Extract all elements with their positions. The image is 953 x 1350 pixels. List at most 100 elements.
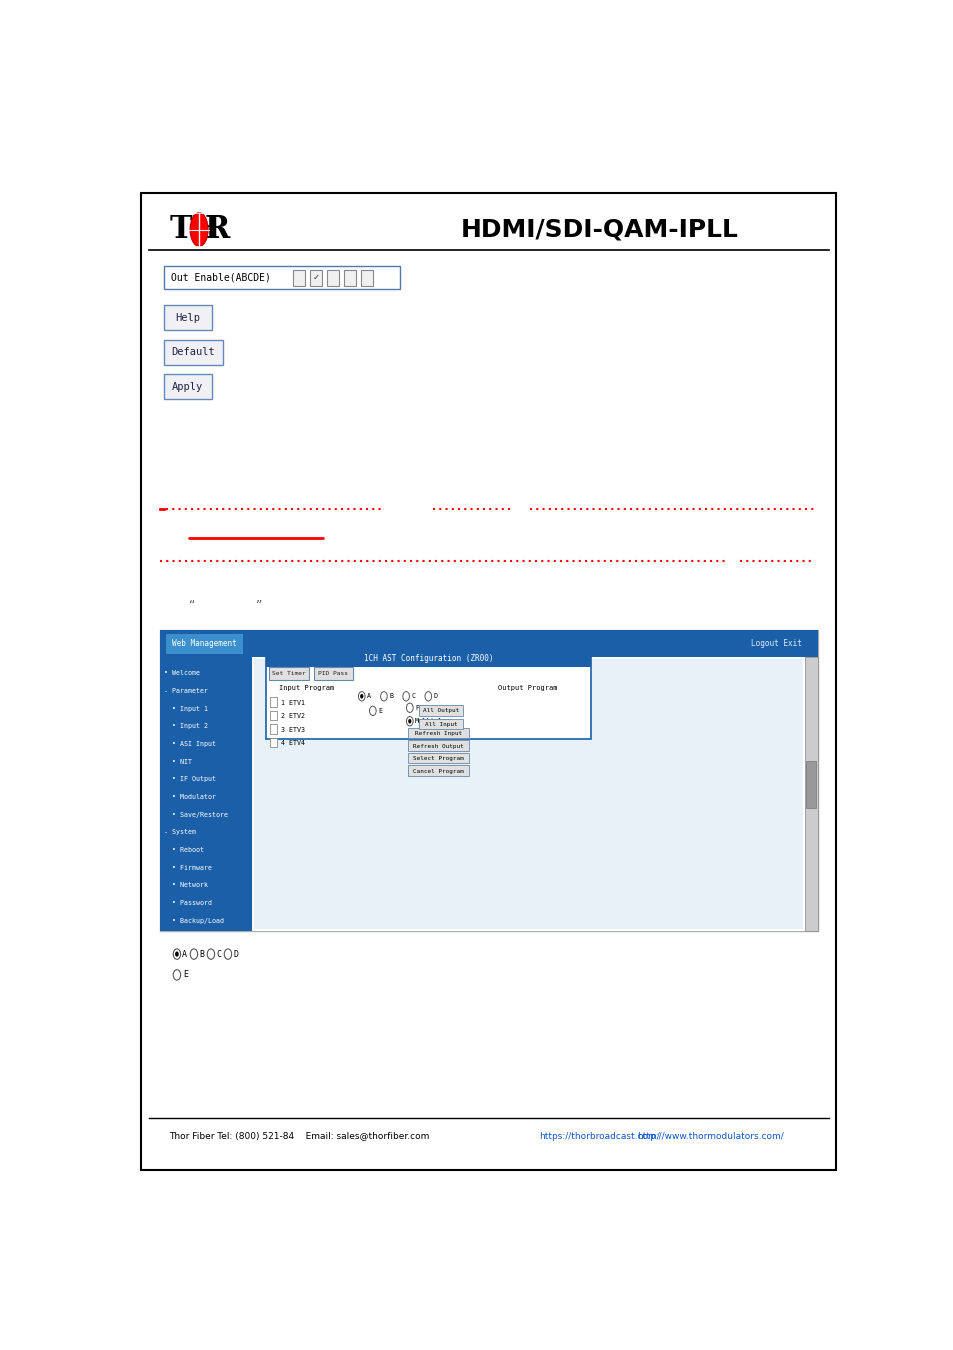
Text: C: C [216, 949, 221, 958]
FancyBboxPatch shape [360, 270, 373, 286]
Text: Set Timer: Set Timer [272, 671, 306, 676]
Text: HDMI/SDI-QAM-IPLL: HDMI/SDI-QAM-IPLL [460, 217, 738, 242]
Text: 4 ETV4: 4 ETV4 [281, 740, 305, 747]
Circle shape [406, 717, 413, 726]
Circle shape [207, 949, 214, 960]
FancyBboxPatch shape [408, 741, 469, 751]
Text: Output Program: Output Program [497, 684, 558, 691]
FancyBboxPatch shape [269, 667, 308, 679]
FancyBboxPatch shape [160, 629, 817, 657]
Text: • NIT: • NIT [172, 759, 192, 765]
Text: Apply: Apply [172, 382, 203, 391]
Text: • ASI Input: • ASI Input [172, 741, 215, 747]
Text: https://thorbroadcast.com/: https://thorbroadcast.com/ [538, 1131, 659, 1141]
FancyBboxPatch shape [252, 657, 803, 931]
Text: • Reboot: • Reboot [172, 848, 204, 853]
Text: • Input 1: • Input 1 [172, 706, 208, 711]
Text: • Network: • Network [172, 883, 208, 888]
Circle shape [175, 952, 178, 957]
Text: • Input 2: • Input 2 [172, 724, 208, 729]
Circle shape [190, 949, 197, 960]
FancyBboxPatch shape [314, 667, 353, 679]
FancyBboxPatch shape [408, 728, 469, 738]
Text: • Welcome: • Welcome [164, 671, 200, 676]
Text: • Password: • Password [172, 900, 212, 906]
FancyBboxPatch shape [270, 725, 277, 734]
FancyBboxPatch shape [253, 659, 802, 929]
Text: 1 ETV1: 1 ETV1 [281, 699, 305, 706]
FancyBboxPatch shape [265, 651, 590, 667]
Text: 2 ETV2: 2 ETV2 [281, 713, 305, 720]
Text: C: C [411, 694, 415, 699]
Circle shape [173, 949, 180, 960]
Text: Logout Exit: Logout Exit [750, 639, 801, 648]
Text: R: R [204, 215, 230, 246]
FancyBboxPatch shape [166, 634, 243, 653]
Text: Web Management: Web Management [172, 639, 236, 648]
Text: D: D [433, 694, 437, 699]
Text: E: E [183, 971, 188, 979]
Text: Multiplex: Multiplex [415, 718, 451, 724]
Text: Cancel Program: Cancel Program [413, 768, 463, 774]
Circle shape [406, 703, 413, 713]
FancyBboxPatch shape [310, 270, 321, 286]
Circle shape [380, 691, 387, 701]
Text: Passthrough: Passthrough [415, 705, 458, 710]
Circle shape [402, 691, 409, 701]
Text: Thor Fiber Tel: (800) 521-84    Email: sales@thorfiber.com: Thor Fiber Tel: (800) 521-84 Email: sale… [170, 1131, 441, 1141]
Text: • Backup/Load: • Backup/Load [172, 918, 224, 923]
FancyBboxPatch shape [408, 753, 469, 763]
Text: Out Enable(ABCDE): Out Enable(ABCDE) [171, 273, 271, 282]
Circle shape [408, 720, 411, 724]
FancyBboxPatch shape [160, 629, 817, 932]
Text: E: E [377, 707, 381, 714]
FancyBboxPatch shape [141, 193, 836, 1170]
Circle shape [359, 694, 363, 698]
FancyBboxPatch shape [270, 698, 277, 706]
Text: TH: TH [170, 215, 221, 246]
Text: All Output: All Output [422, 709, 458, 713]
FancyBboxPatch shape [164, 305, 212, 331]
Circle shape [358, 691, 365, 701]
Text: 3 ETV3: 3 ETV3 [281, 726, 305, 733]
FancyBboxPatch shape [160, 657, 252, 931]
Text: Select Program: Select Program [413, 756, 463, 761]
Text: • Firmware: • Firmware [172, 865, 212, 871]
Text: 1CH AST Configuration (ZR00): 1CH AST Configuration (ZR00) [363, 655, 493, 663]
Text: A: A [367, 694, 371, 699]
Circle shape [173, 969, 180, 980]
Text: A: A [182, 949, 187, 958]
FancyBboxPatch shape [270, 738, 277, 748]
Circle shape [424, 691, 431, 701]
Text: Refresh Input: Refresh Input [415, 732, 461, 736]
FancyBboxPatch shape [293, 270, 305, 286]
Text: Input Program: Input Program [278, 684, 334, 691]
Text: Refresh Output: Refresh Output [413, 744, 463, 749]
FancyBboxPatch shape [270, 711, 277, 720]
Text: ”: ” [255, 599, 262, 613]
Ellipse shape [190, 213, 208, 246]
FancyBboxPatch shape [344, 270, 355, 286]
Text: ✓: ✓ [312, 273, 319, 282]
Text: Help: Help [175, 313, 200, 323]
Text: - Parameter: - Parameter [164, 688, 208, 694]
Circle shape [369, 706, 375, 716]
Circle shape [224, 949, 232, 960]
Text: • Save/Restore: • Save/Restore [172, 811, 228, 818]
FancyBboxPatch shape [418, 718, 462, 729]
Text: PID Pass: PID Pass [318, 671, 348, 676]
Text: • Modulator: • Modulator [172, 794, 215, 801]
Text: D: D [233, 949, 238, 958]
Text: B: B [199, 949, 204, 958]
Text: All Input: All Input [424, 722, 456, 726]
Text: Default: Default [172, 347, 214, 358]
FancyBboxPatch shape [408, 765, 469, 776]
Text: - System: - System [164, 829, 196, 836]
Text: • IF Output: • IF Output [172, 776, 215, 783]
FancyBboxPatch shape [164, 374, 212, 400]
FancyBboxPatch shape [803, 657, 817, 931]
FancyBboxPatch shape [164, 340, 222, 364]
FancyBboxPatch shape [805, 761, 816, 807]
Text: B: B [389, 694, 393, 699]
FancyBboxPatch shape [265, 651, 590, 738]
